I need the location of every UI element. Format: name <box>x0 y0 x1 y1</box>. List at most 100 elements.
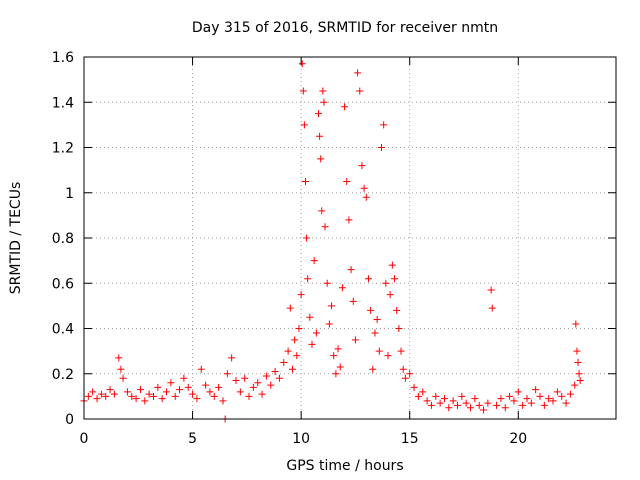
data-point <box>364 275 372 283</box>
data-point <box>414 392 422 400</box>
data-point <box>427 401 435 409</box>
data-point <box>360 184 368 192</box>
data-point <box>317 155 325 163</box>
data-point <box>275 374 283 382</box>
data-point <box>303 234 311 242</box>
data-point <box>206 388 214 396</box>
data-point <box>488 304 496 312</box>
data-point <box>356 87 364 95</box>
data-point <box>141 397 149 405</box>
data-point <box>519 401 527 409</box>
grid <box>84 57 616 419</box>
data-point <box>202 381 210 389</box>
data-point <box>323 279 331 287</box>
data-point <box>332 370 340 378</box>
data-point <box>149 392 157 400</box>
data-point <box>377 144 385 151</box>
data-point <box>128 392 136 400</box>
data-point <box>487 286 495 294</box>
data-point <box>419 388 427 396</box>
y-tick-label: 1.6 <box>52 50 74 66</box>
data-point <box>106 386 114 394</box>
data-point <box>572 320 580 328</box>
data-point <box>406 370 414 378</box>
data-point <box>321 223 329 231</box>
y-tick-label: 1.2 <box>52 141 74 157</box>
data-point <box>299 87 307 95</box>
data-point <box>401 374 409 382</box>
data-point <box>334 345 342 353</box>
data-point <box>576 377 584 385</box>
data-point <box>497 395 505 403</box>
data-point <box>467 404 475 412</box>
data-point <box>254 379 262 387</box>
data-point <box>336 363 344 371</box>
data-point <box>310 257 318 265</box>
data-point <box>312 329 320 337</box>
data-point <box>562 399 570 407</box>
data-point <box>102 392 110 400</box>
data-point <box>345 216 353 224</box>
data-point <box>453 401 461 409</box>
data-point <box>315 110 323 118</box>
data-point <box>215 383 223 391</box>
data-point <box>484 399 492 407</box>
data-point <box>197 365 205 373</box>
data-point <box>110 390 118 398</box>
data-point <box>300 121 308 129</box>
chart-title: Day 315 of 2016, SRMTID for receiver nmt… <box>192 20 498 36</box>
data-point <box>367 306 375 314</box>
data-point <box>553 388 561 396</box>
data-point <box>189 390 197 398</box>
data-point <box>223 370 231 378</box>
data-point <box>145 390 153 398</box>
data-point <box>462 399 470 407</box>
data-point <box>371 329 379 337</box>
data-point <box>480 406 488 414</box>
data-point <box>115 354 123 362</box>
y-axis-label: SRMTID / TECUs <box>8 182 24 295</box>
data-point <box>267 381 275 389</box>
y-tick-label: 0 <box>65 412 74 428</box>
data-point <box>575 370 583 378</box>
data-point <box>347 266 355 274</box>
data-point <box>258 390 266 398</box>
axis-ticks: 0 0.2 0.4 0.6 0.8 1 1.2 1.4 1.6 0 5 10 15 20 <box>52 50 616 447</box>
data-point <box>566 390 574 398</box>
data-point <box>286 304 294 312</box>
data-point <box>527 399 535 407</box>
data-point <box>395 325 403 332</box>
data-point <box>391 275 399 283</box>
data-point <box>176 386 184 394</box>
data-point <box>436 399 444 407</box>
data-point <box>284 347 292 355</box>
data-point <box>328 302 336 310</box>
data-point <box>573 347 581 355</box>
x-tick-label: 10 <box>292 431 310 447</box>
data-point <box>249 383 257 391</box>
data-point <box>232 377 240 385</box>
data-point <box>308 340 316 348</box>
data-point <box>89 388 97 396</box>
y-tick-label: 0.8 <box>52 231 74 247</box>
data-point <box>262 372 270 380</box>
data-point <box>280 358 288 366</box>
data-point <box>373 315 381 323</box>
data-point <box>343 177 351 185</box>
data-point <box>163 388 171 396</box>
x-tick-label: 5 <box>188 431 197 447</box>
data-point <box>362 193 370 201</box>
data-point <box>351 336 359 344</box>
data-point <box>471 395 479 403</box>
data-point <box>320 98 328 106</box>
data-point <box>228 354 236 362</box>
data-point <box>236 388 244 396</box>
data-point <box>393 306 401 314</box>
x-tick-label: 15 <box>401 431 419 447</box>
x-tick-label: 0 <box>80 431 89 447</box>
data-point <box>301 177 309 185</box>
data-point <box>316 132 324 140</box>
data-point <box>475 401 483 409</box>
data-point <box>210 392 218 400</box>
data-point <box>167 379 175 387</box>
